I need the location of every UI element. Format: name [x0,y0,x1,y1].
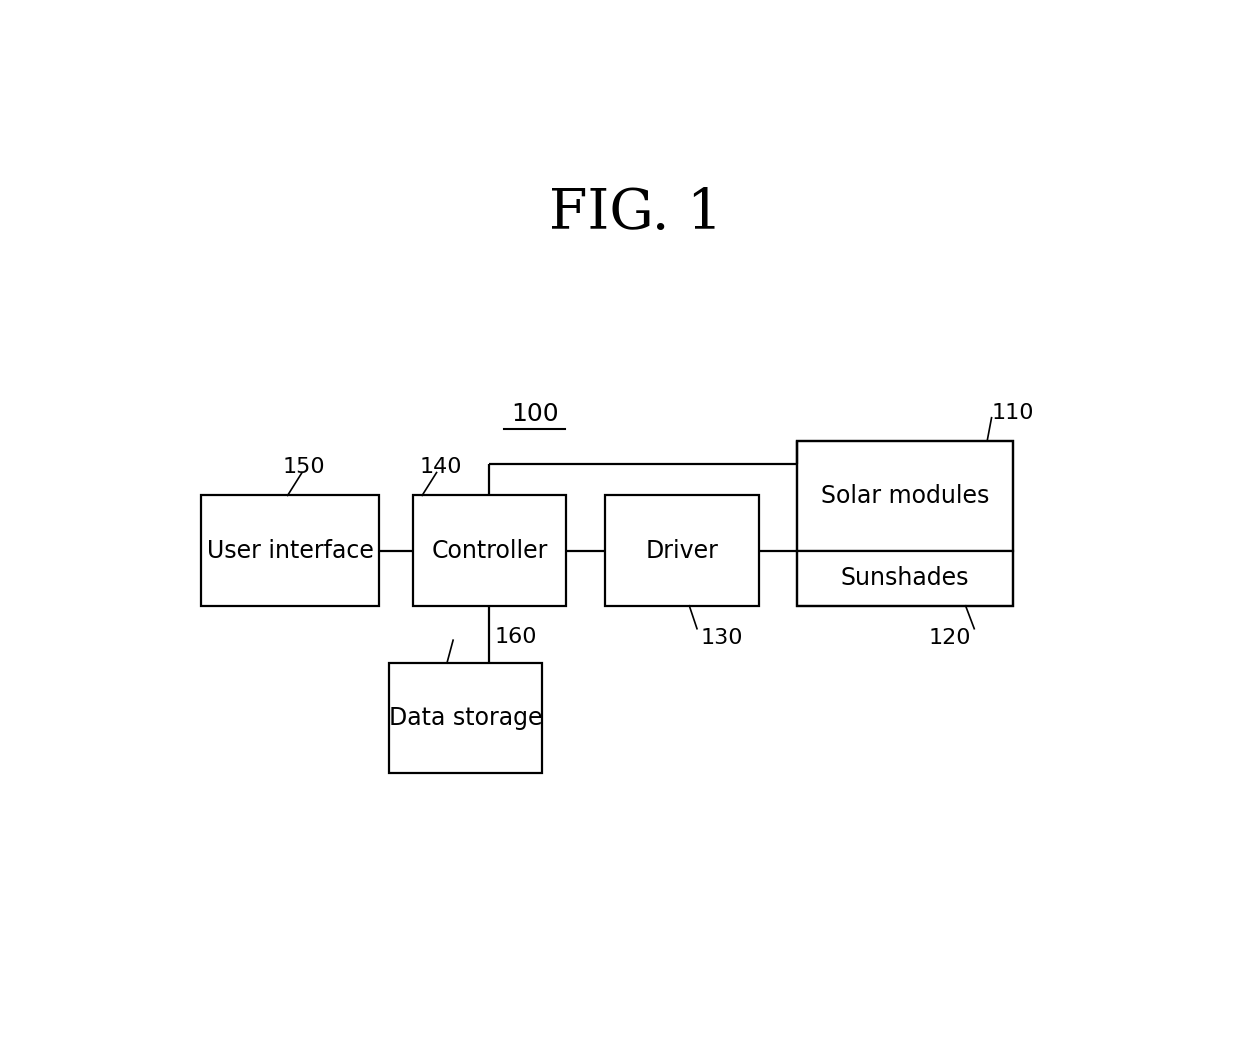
Text: Driver: Driver [645,538,718,563]
Text: 100: 100 [511,401,558,426]
Bar [797,551,1013,605]
Text: 130: 130 [701,629,743,648]
Bar [797,441,1013,605]
Text: Data storage: Data storage [388,706,542,731]
Text: 160: 160 [495,627,537,647]
Text: 150: 150 [283,458,325,478]
Bar [605,495,759,605]
Bar [413,495,567,605]
Text: Controller: Controller [432,538,548,563]
Bar [797,441,1013,551]
Text: 140: 140 [419,458,461,478]
Text: Sunshades: Sunshades [841,566,970,590]
Bar [388,663,542,773]
Text: 120: 120 [929,629,971,648]
Text: 110: 110 [991,404,1034,424]
Bar [201,495,379,605]
Text: User interface: User interface [207,538,373,563]
Text: FIG. 1: FIG. 1 [549,186,722,241]
Text: Solar modules: Solar modules [821,484,990,508]
